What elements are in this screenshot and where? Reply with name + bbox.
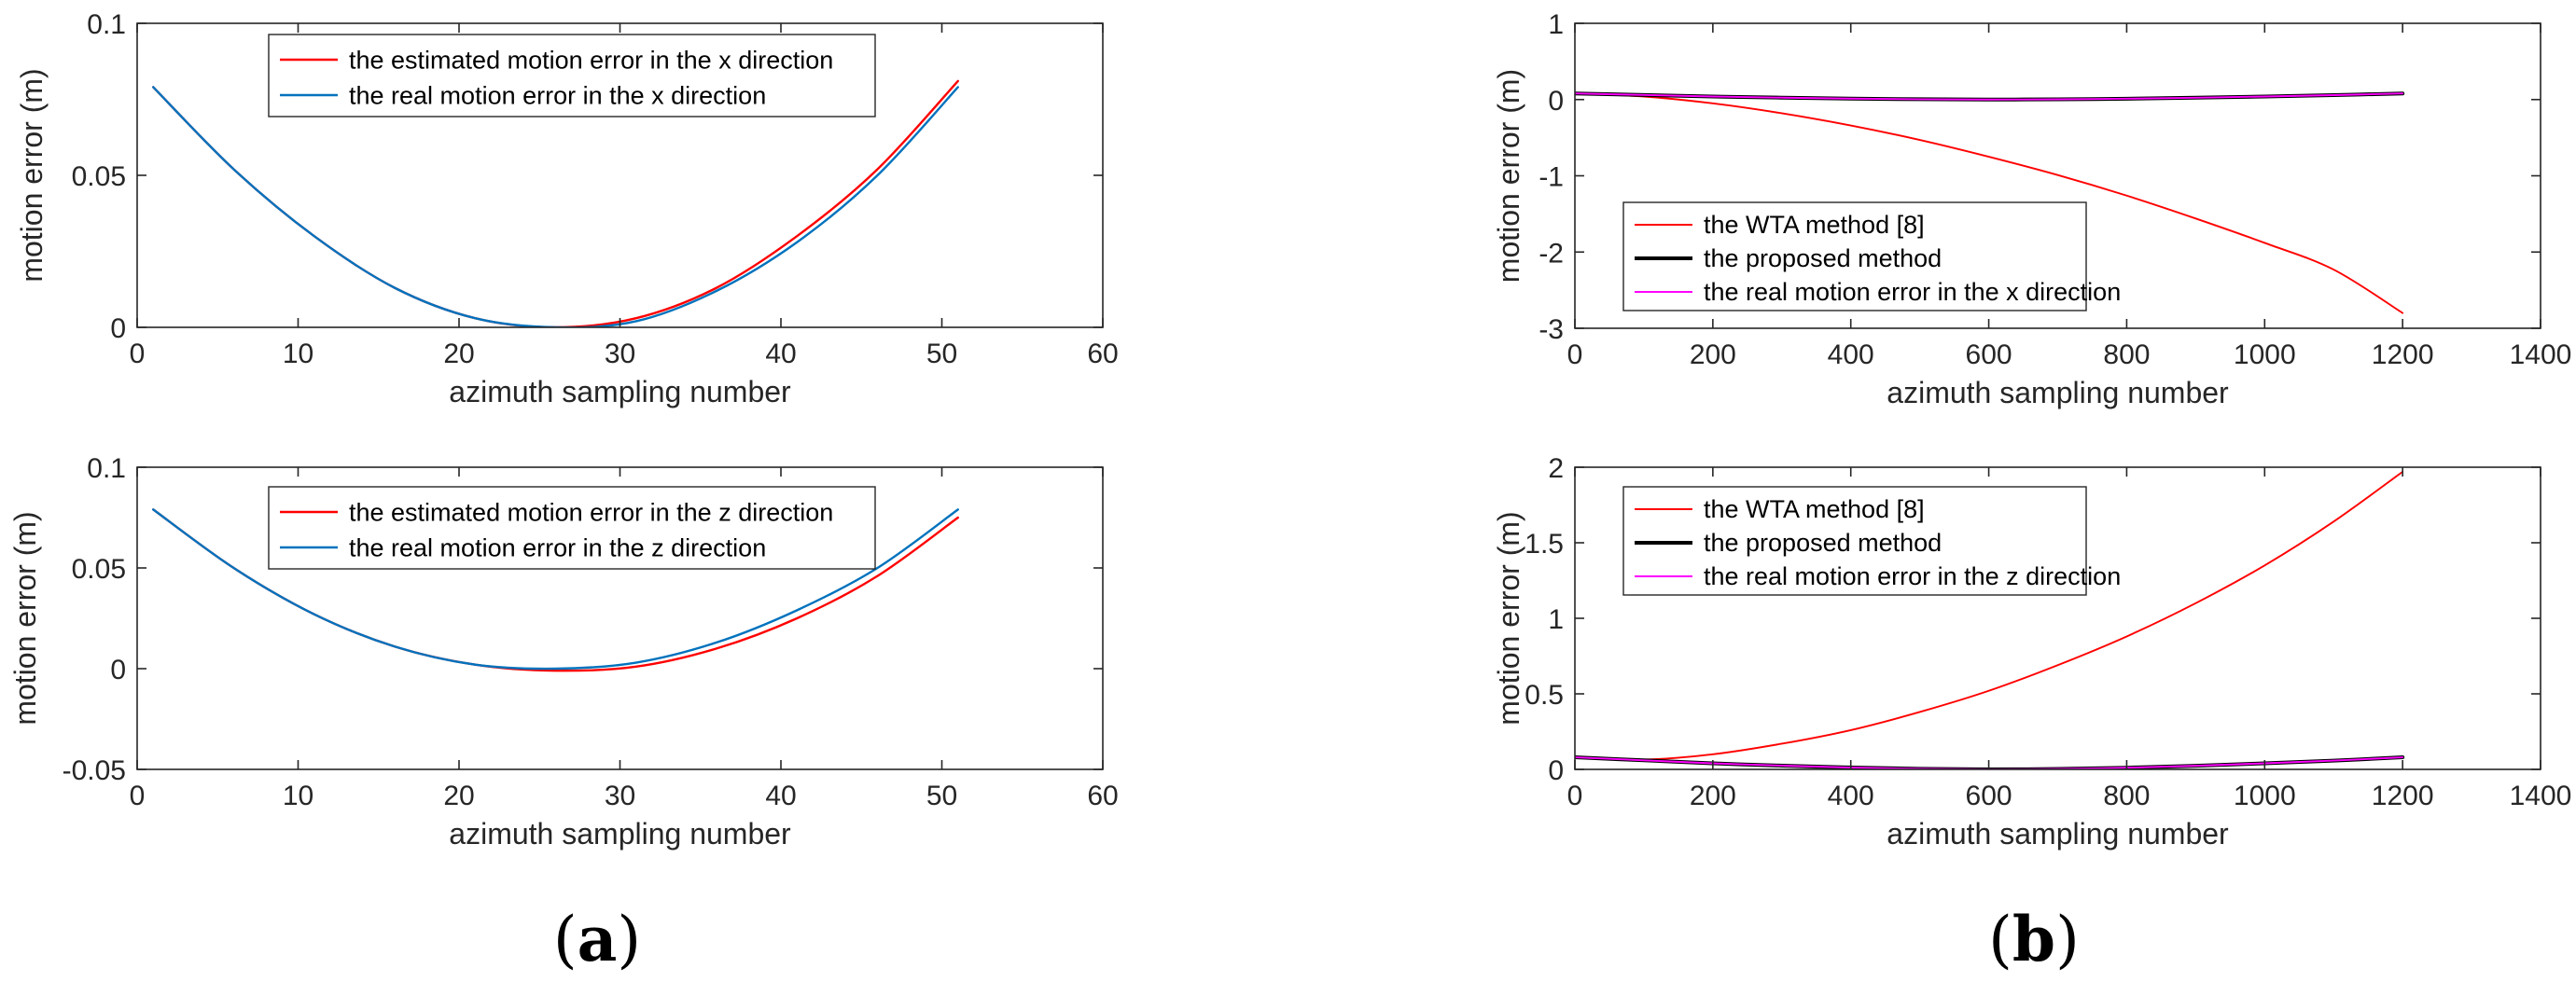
legend-box xyxy=(1622,486,2087,596)
legend-entry-label: the real motion error in the z direction xyxy=(349,534,766,562)
series-group xyxy=(1575,91,2405,314)
x-tick-label: 0 xyxy=(130,781,146,811)
series-line-1 xyxy=(1575,470,2404,761)
x-axis-label: azimuth sampling number xyxy=(449,817,791,851)
y-tick-label: 0 xyxy=(1548,86,1564,117)
caption-a-close: ) xyxy=(617,904,641,975)
x-tick-label: 800 xyxy=(2103,781,2150,811)
legend-entry-label: the proposed method xyxy=(1704,529,1942,557)
legend-box xyxy=(1622,201,2087,311)
legend-entry-label: the real motion error in the x direction xyxy=(1704,278,2121,306)
legend-entry-label: the estimated motion error in the x dire… xyxy=(349,47,833,75)
legend: the WTA method [8] the proposed method the… xyxy=(1622,201,2121,311)
legend-entry-label: the real motion error in the z direction xyxy=(1704,562,2121,590)
y-tick-label: -2 xyxy=(1539,238,1564,269)
y-tick-label: 0 xyxy=(110,313,126,344)
subplot-a-x-direction: 0 10 20 30 40 50 60 0 0.05 0.1 azimuth sampling nu… xyxy=(15,9,1119,408)
y-tick-label: 1 xyxy=(1548,9,1564,40)
x-tick-label: 50 xyxy=(926,339,957,369)
legend-entry-label: the estimated motion error in the z dire… xyxy=(349,499,833,527)
y-tick-label: 0.05 xyxy=(72,161,126,192)
caption-b-letter: b xyxy=(2012,903,2055,975)
series-line-2 xyxy=(152,508,959,671)
x-tick-label: 0 xyxy=(1567,781,1583,811)
caption-a: (a) xyxy=(553,903,641,975)
y-tick-label: 2 xyxy=(1548,453,1564,484)
subplot-b-x-direction: 0 200 400 600 800 1000 1200 1400 -3 -2 -1 0 1 azimuth… xyxy=(1492,9,2571,409)
y-tick-label: -0.05 xyxy=(63,755,126,786)
x-tick-label: 1400 xyxy=(2510,781,2572,811)
x-tick-label: 10 xyxy=(283,781,313,811)
x-tick-label: 60 xyxy=(1087,781,1118,811)
y-axis-label: motion error (m) xyxy=(1492,511,1525,725)
x-tick-label: 1400 xyxy=(2510,339,2572,370)
y-tick-label: 0.1 xyxy=(87,453,126,484)
series-line-2 xyxy=(152,86,959,327)
x-tick-label: 200 xyxy=(1690,781,1736,811)
x-tick-label: 40 xyxy=(765,339,796,369)
y-axis-label: motion error (m) xyxy=(1492,69,1525,283)
caption-b-close: ) xyxy=(2055,904,2080,975)
caption-b-open: ( xyxy=(1988,904,2012,975)
x-tick-label: 10 xyxy=(283,339,313,369)
legend-entry-label: the WTA method [8] xyxy=(1704,495,1925,523)
x-tick-label: 1000 xyxy=(2234,339,2296,370)
x-tick-label: 0 xyxy=(1567,339,1583,370)
x-tick-label: 20 xyxy=(443,781,474,811)
y-axis-label: motion error (m) xyxy=(8,511,42,725)
x-tick-label: 40 xyxy=(765,781,796,811)
legend-entry-label: the real motion error in the x direction xyxy=(349,82,766,110)
y-tick-label: -1 xyxy=(1539,162,1564,193)
x-tick-label: 60 xyxy=(1087,339,1118,369)
series-line-3 xyxy=(1575,92,2404,101)
x-tick-label: 1000 xyxy=(2234,781,2296,811)
x-tick-label: 800 xyxy=(2103,339,2150,370)
series-line-1 xyxy=(1575,92,2404,314)
y-axis-label: motion error (m) xyxy=(15,68,49,282)
legend-box xyxy=(268,486,876,570)
legend-entry-label: the proposed method xyxy=(1704,244,1942,272)
x-tick-label: 200 xyxy=(1690,339,1736,370)
x-tick-label: 400 xyxy=(1828,339,1874,370)
legend-entry-label: the WTA method [8] xyxy=(1704,211,1925,239)
subplot-b-z-direction: 0 200 400 600 800 1000 1200 1400 0 0.5 1 1.5 2 azimut… xyxy=(1492,453,2571,851)
x-axis-label: azimuth sampling number xyxy=(1887,817,2229,851)
y-tick-label: 1 xyxy=(1548,604,1564,635)
x-tick-label: 30 xyxy=(605,339,635,369)
y-tick-label: 0 xyxy=(1548,755,1564,786)
caption-a-open: ( xyxy=(553,904,578,975)
y-tick-label: 0 xyxy=(110,655,126,685)
y-tick-label: 0.5 xyxy=(1525,680,1564,711)
y-tick-label: 0.05 xyxy=(72,554,126,585)
x-tick-label: 600 xyxy=(1966,781,2012,811)
series-group xyxy=(152,79,959,327)
x-axis-label: azimuth sampling number xyxy=(1887,376,2229,409)
caption-b: (b) xyxy=(1988,903,2080,975)
x-tick-label: 30 xyxy=(605,781,635,811)
legend: the estimated motion error in the x dire… xyxy=(268,34,876,118)
x-axis-label: azimuth sampling number xyxy=(449,375,791,408)
y-tick-label: 1.5 xyxy=(1525,529,1564,560)
series-group xyxy=(152,508,959,672)
x-tick-label: 1200 xyxy=(2372,781,2434,811)
x-tick-label: 600 xyxy=(1966,339,2012,370)
x-tick-label: 1200 xyxy=(2372,339,2434,370)
y-tick-label: -3 xyxy=(1539,314,1564,345)
caption-a-letter: a xyxy=(578,903,618,975)
y-tick-label: 0.1 xyxy=(87,9,126,40)
x-tick-label: 20 xyxy=(443,339,474,369)
legend: the WTA method [8] the proposed method the… xyxy=(1622,486,2121,596)
legend-box xyxy=(268,34,876,118)
x-tick-label: 0 xyxy=(130,339,146,369)
x-tick-label: 50 xyxy=(926,781,957,811)
x-tick-label: 400 xyxy=(1828,781,1874,811)
legend: the estimated motion error in the z dire… xyxy=(268,486,876,570)
